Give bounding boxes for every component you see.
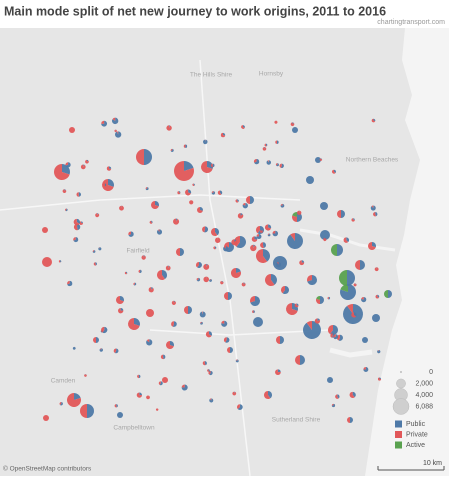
bubble-slice [232, 392, 236, 396]
bubble-slice [223, 246, 228, 251]
bubble-slice [100, 348, 103, 351]
size-legend-label: 0 [429, 369, 433, 376]
bubble-slice [250, 245, 256, 251]
scale-bar-label: 10 km [423, 460, 442, 467]
place-label: The Hills Shire [190, 72, 233, 79]
bubble [327, 377, 333, 383]
bubble-slice [63, 189, 67, 193]
mode-legend-label: Private [406, 431, 428, 438]
place-label: Campbelltown [113, 425, 155, 432]
bubble [146, 309, 154, 317]
place-label: Fairfield [126, 248, 150, 255]
bubble [362, 337, 368, 343]
size-legend-mark [400, 371, 402, 373]
bubble-slice [274, 121, 277, 124]
bubble [42, 227, 48, 233]
bubble-slice [263, 147, 267, 151]
place-label: Camden [51, 378, 76, 385]
bubble [372, 314, 380, 322]
bubble-slice [173, 218, 179, 224]
title: Main mode split of net new journey to wo… [4, 4, 386, 18]
mode-legend-swatch [395, 442, 402, 449]
bubble-slice [156, 408, 158, 410]
bubble [117, 412, 123, 418]
size-legend-label: 6,088 [415, 403, 433, 410]
bubble-slice [166, 125, 171, 130]
mode-legend-swatch [395, 431, 402, 438]
attribution: © OpenStreetMap contributors [3, 465, 92, 473]
bubble-slice [297, 211, 301, 215]
size-legend-label: 4,000 [415, 392, 433, 399]
bubble-slice [203, 264, 209, 270]
bubble-slice [141, 255, 145, 259]
bubble [43, 415, 49, 421]
bubble [320, 202, 328, 210]
bubble [292, 127, 298, 133]
bubble-slice [114, 130, 116, 132]
bubble-slice [81, 164, 86, 169]
bubble-slice [95, 213, 99, 217]
bubble-slice [84, 374, 87, 377]
size-legend-label: 2,000 [415, 380, 433, 387]
bubble-slice [371, 206, 376, 211]
bubble [42, 257, 52, 267]
mode-legend-label: Public [406, 421, 426, 428]
bubble [306, 176, 314, 184]
bubble [69, 127, 75, 133]
size-legend-mark [393, 399, 409, 415]
bubble [253, 317, 263, 327]
place-label: Hornsby [259, 71, 284, 78]
source: chartingtransport.com [377, 19, 445, 26]
bubble-slice [172, 301, 176, 305]
bubble-slice [73, 347, 76, 350]
bubble-slice [231, 239, 237, 245]
place-label: Northern Beaches [346, 157, 399, 164]
bubble [162, 377, 168, 383]
bubble-slice [166, 266, 171, 271]
mode-legend-label: Active [406, 442, 425, 449]
mode-legend-swatch [395, 421, 402, 428]
size-legend-mark [396, 379, 405, 388]
place-label: Sutherland Shire [272, 417, 321, 424]
bubble-slice [242, 282, 246, 286]
